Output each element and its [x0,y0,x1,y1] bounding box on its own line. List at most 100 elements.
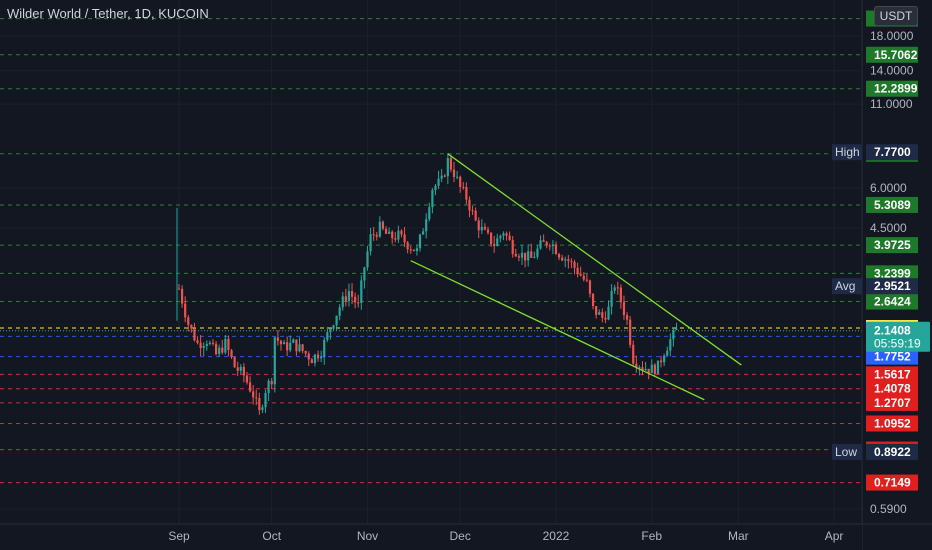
candle-body [666,350,669,356]
y-tick-label: 11.0000 [870,97,913,111]
candle-body [446,158,449,177]
candle-body [616,287,619,289]
candle-body [493,244,496,247]
candle-body [564,259,567,261]
candle-body [298,344,301,352]
candle-body [548,245,551,247]
candle-body [468,199,471,211]
candle-body [292,339,295,343]
level-tag [866,265,918,282]
candle-body [607,306,610,320]
candle-body [295,339,298,352]
candle-body [629,319,632,345]
candle-body [233,357,236,368]
candle-body [641,367,644,370]
level-tag-label: 1.0952 [874,417,911,431]
candle-body [360,280,363,303]
candle-body [406,242,409,250]
candle-body [338,307,341,316]
level-tag-label: 3.2399 [874,266,911,280]
marker-name: Low [835,445,857,459]
candle-body [202,346,205,349]
candle-body [465,187,468,200]
y-tick-label: 6.0000 [870,181,907,195]
candle-body [536,248,539,257]
candle-body [323,339,326,358]
level-tag [866,474,918,491]
marker-name: Avg [835,279,855,293]
x-tick-label: Feb [641,529,662,543]
marker-tag [866,278,918,295]
candle-body [462,186,465,188]
candle-body [255,397,258,399]
candle-body [242,366,245,376]
candle-body [638,367,641,369]
candle-body [595,306,598,315]
candle-body [344,296,347,301]
candle-body [625,315,629,320]
level-tag [866,237,918,254]
candle-body [177,288,181,290]
candle-body [316,354,320,359]
marker-name-tag [832,278,862,295]
candle-body [357,302,360,304]
candle-body [363,267,366,281]
marker-tag [866,144,918,161]
chart-title: Wilder World / Tether, 1D, KUCOIN [7,6,209,21]
candle-body [440,175,443,179]
x-tick-label: Sep [168,529,190,543]
candle-body [282,342,286,345]
candle-body [650,364,653,374]
candle-body [388,231,391,234]
level-tag-label: 1.5617 [874,367,911,381]
candle-body [669,339,672,351]
candle-body [224,338,227,353]
candle-body [332,325,335,329]
candle-body [527,251,530,261]
candle-body [245,375,249,383]
candle-body [471,210,474,212]
candle-body [561,257,564,261]
level-tag-label: 5.3089 [874,198,911,212]
candle-body [443,175,446,177]
candle-body [459,176,462,187]
candle-body [258,398,261,411]
candle-body [267,380,270,394]
candle-body [579,273,582,276]
candle-body [218,347,221,355]
candle-body [582,275,585,280]
candle-body [329,328,332,333]
candle-body [347,291,351,301]
candle-body [199,342,202,349]
candle-body [452,169,456,177]
x-tick-label: Apr [825,529,844,543]
candle-body [214,343,218,355]
candle-body [672,329,675,340]
candle-body [236,367,239,371]
y-tick-label: 14.0000 [870,64,914,78]
candle-body [635,363,638,368]
candle-body [221,347,224,353]
candle-body [264,393,267,408]
candle-body [520,252,524,258]
candle-body [341,296,344,308]
candle-body [397,230,400,240]
currency-button[interactable]: USDT [874,6,918,26]
candle-body [381,221,385,229]
candle-body [313,354,317,364]
candle-body [486,229,490,233]
candle-body [554,244,558,255]
candle-body [270,380,273,385]
candle-body [533,256,536,258]
level-tag [866,394,918,411]
candle-body [585,279,588,281]
level-tag [866,348,918,365]
candle-body [499,235,502,239]
marker-name: High [835,145,860,159]
level-tag-label: 1.7752 [874,350,911,364]
candle-body [539,240,542,249]
y-tick-label: 0.5900 [870,502,907,516]
candle-body [400,230,403,235]
